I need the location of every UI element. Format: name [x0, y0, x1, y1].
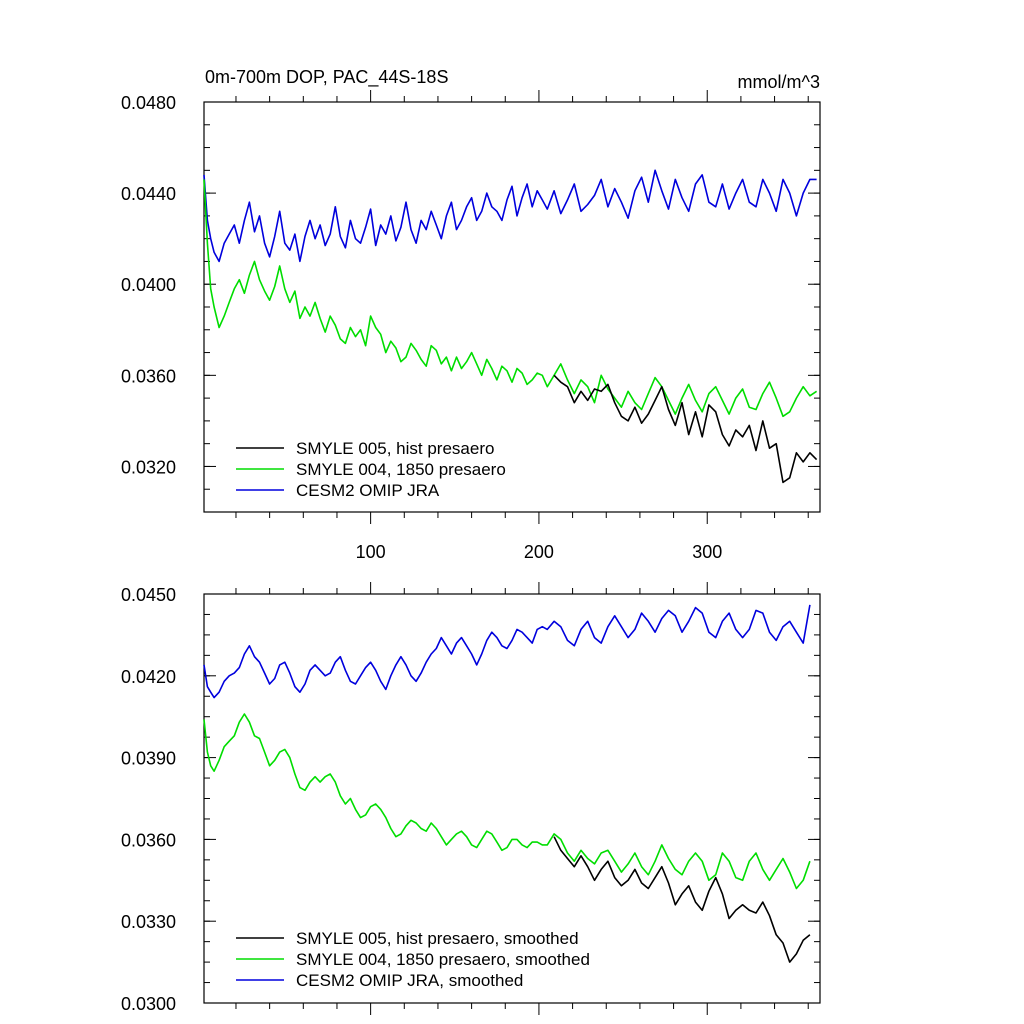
top-legend-label-2: CESM2 OMIP JRA: [296, 481, 440, 500]
top-y-tick-label: 0.0440: [121, 184, 176, 204]
top-y-tick-label: 0.0400: [121, 275, 176, 295]
top-x-tick-label: 100: [356, 542, 386, 562]
top-y-tick-label: 0.0360: [121, 366, 176, 386]
bottom-legend-label-2: CESM2 OMIP JRA, smoothed: [296, 971, 523, 990]
top-x-tick-label: 300: [692, 542, 722, 562]
figure-title-units: mmol/m^3: [738, 72, 820, 92]
bottom-y-tick-label: 0.0390: [121, 749, 176, 769]
top-series-line-2: [203, 169, 817, 263]
figure-title-left: 0m-700m DOP, PAC_44S-18S: [205, 67, 448, 88]
bottom-y-tick-label: 0.0300: [121, 994, 176, 1014]
top-y-tick-label: 0.0480: [121, 93, 176, 113]
bottom-series-line-0: [553, 836, 811, 963]
bottom-legend-label-1: SMYLE 004, 1850 presaero, smoothed: [296, 950, 590, 969]
top-legend-label-0: SMYLE 005, hist presaero: [296, 439, 494, 458]
bottom-legend-label-0: SMYLE 005, hist presaero, smoothed: [296, 929, 579, 948]
top-y-tick-label: 0.0320: [121, 457, 176, 477]
top-x-tick-label: 200: [524, 542, 554, 562]
top-chart-panel: 0.0320 0.0360 0.0400 0.0440 0.0480 100 200 300 S…: [121, 90, 821, 562]
bottom-series-line-2: [203, 604, 811, 699]
bottom-y-tick-label: 0.0420: [121, 667, 176, 687]
bottom-y-tick-label: 0.0330: [121, 912, 176, 932]
bottom-y-tick-label: 0.0450: [121, 585, 176, 605]
top-series-line-0: [553, 374, 818, 484]
bottom-y-tick-label: 0.0360: [121, 830, 176, 850]
top-legend-label-1: SMYLE 004, 1850 presaero: [296, 460, 506, 479]
bottom-chart-panel: 0.0300 0.0330 0.0360 0.0390 0.0420 0.0450 SMYL…: [121, 582, 821, 1015]
bottom-series-line-1: [203, 713, 811, 890]
top-series-line-1: [203, 179, 818, 418]
